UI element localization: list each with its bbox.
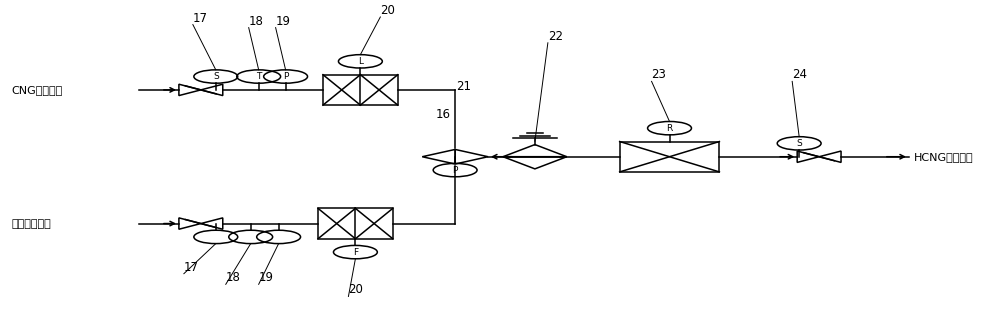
Text: 24: 24 xyxy=(792,69,807,82)
Text: R: R xyxy=(666,124,673,133)
Text: CNG进气管路: CNG进气管路 xyxy=(11,85,63,95)
Text: 18: 18 xyxy=(226,271,241,284)
Text: P: P xyxy=(452,166,458,175)
Text: S: S xyxy=(796,139,802,148)
Text: 22: 22 xyxy=(548,30,563,43)
Text: 20: 20 xyxy=(380,4,395,17)
Text: F: F xyxy=(353,248,358,257)
Text: 19: 19 xyxy=(276,15,291,28)
Text: S: S xyxy=(213,72,219,81)
Text: 17: 17 xyxy=(184,261,199,274)
Text: HCNG出气管路: HCNG出气管路 xyxy=(914,152,973,162)
Text: 23: 23 xyxy=(652,69,666,82)
Text: 20: 20 xyxy=(348,283,363,296)
Text: L: L xyxy=(358,57,363,66)
Text: 17: 17 xyxy=(193,11,208,24)
Text: 19: 19 xyxy=(259,271,274,284)
Text: T: T xyxy=(256,72,261,81)
Text: 18: 18 xyxy=(249,15,264,28)
Text: 16: 16 xyxy=(435,108,450,121)
Text: 21: 21 xyxy=(456,80,471,93)
Text: P: P xyxy=(283,72,288,81)
Text: 氢气进气管路: 氢气进气管路 xyxy=(11,219,51,228)
